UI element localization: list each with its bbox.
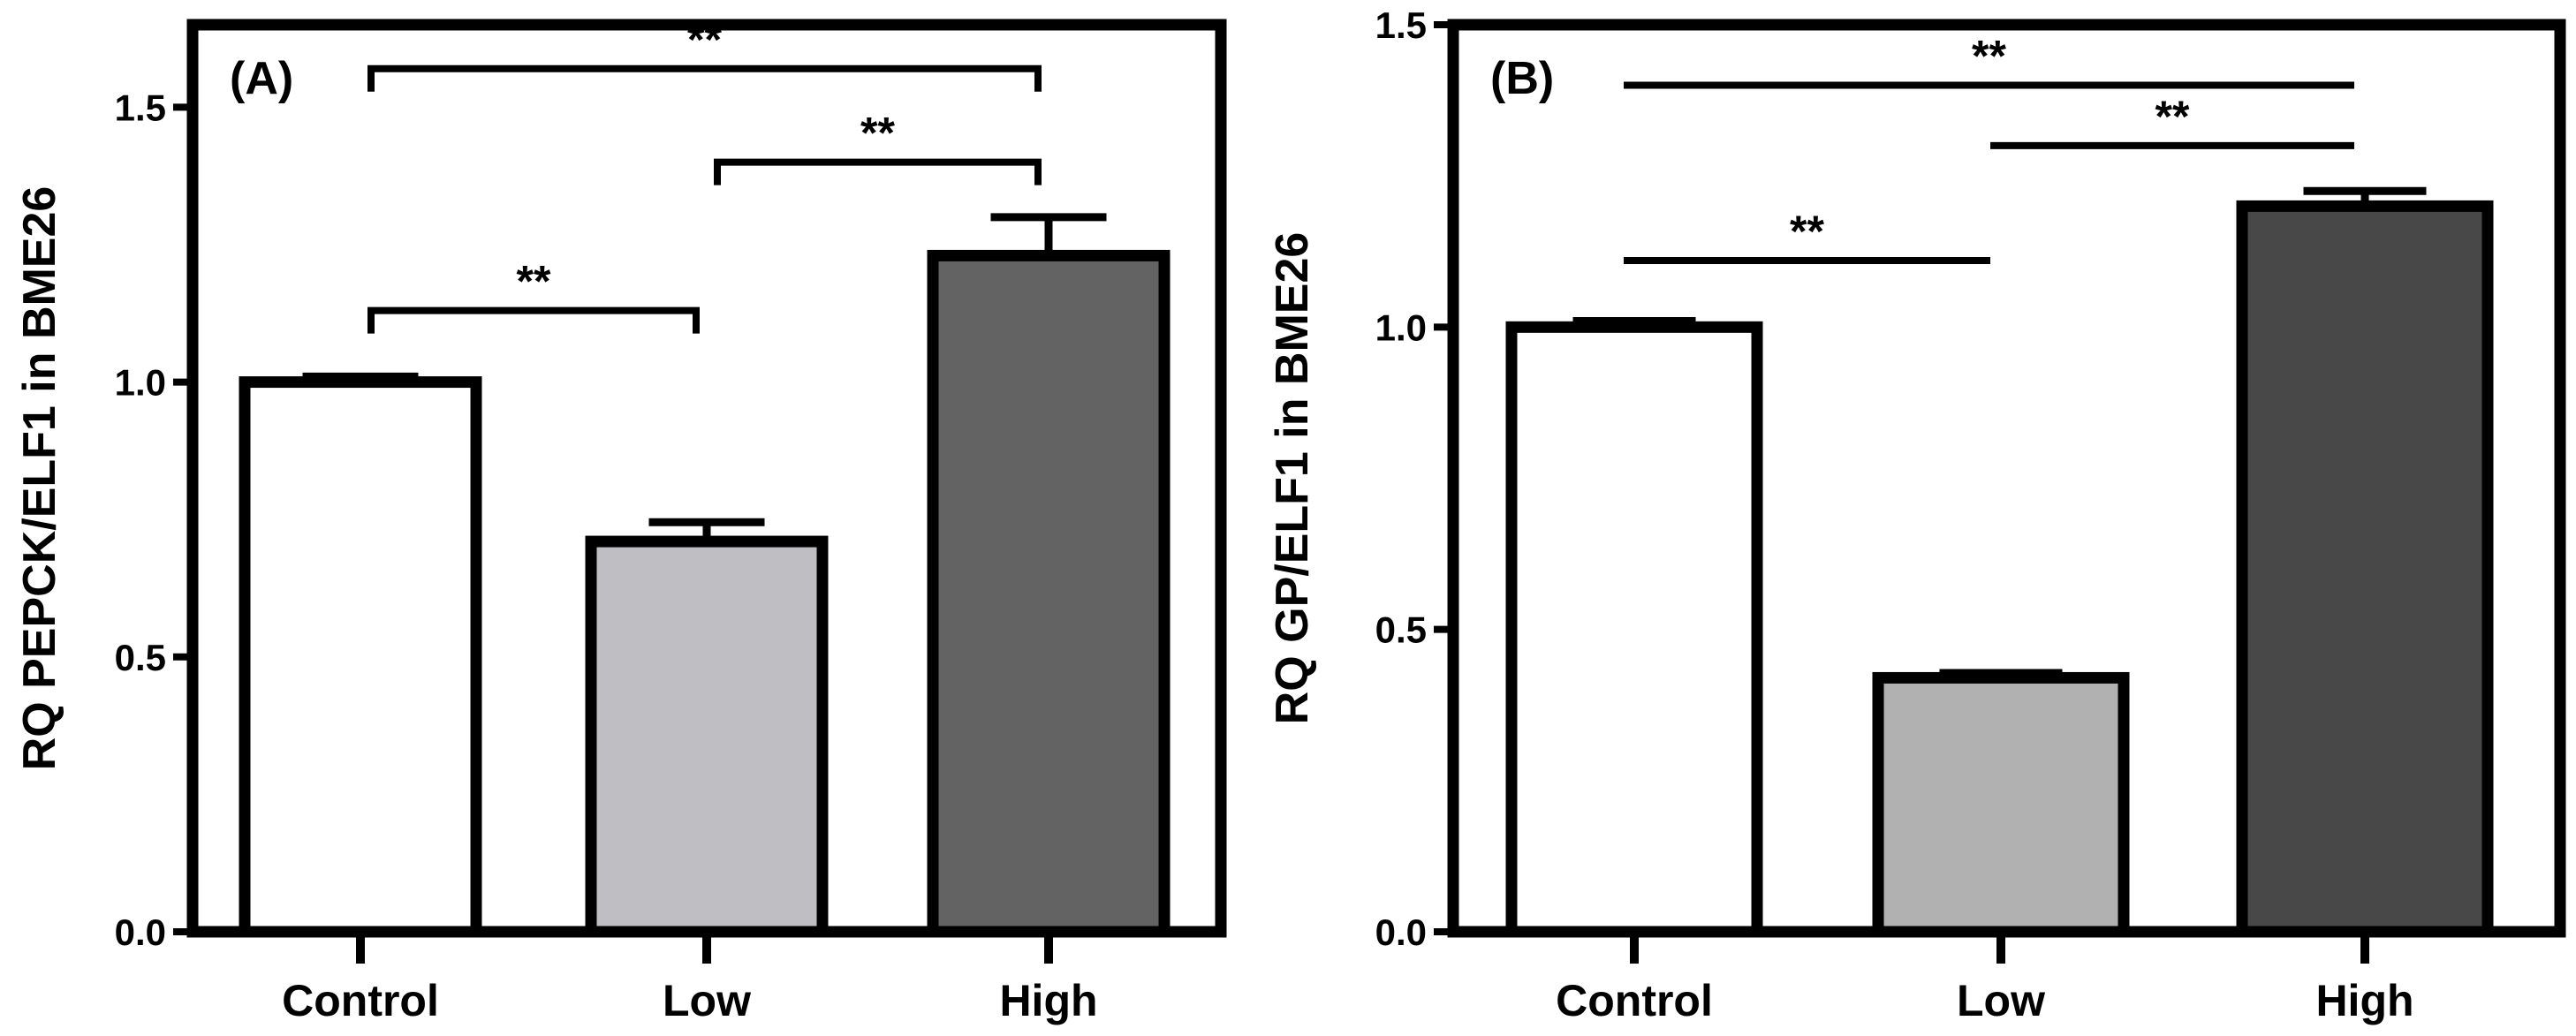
significance-bracket-1 xyxy=(367,306,700,334)
bar-high xyxy=(927,249,1171,938)
y-tick-label-1: 0.5 xyxy=(115,637,166,678)
panel-label: (A) xyxy=(230,53,293,104)
y-tick-label-3: 1.5 xyxy=(1375,4,1427,46)
significance-bracket-3 xyxy=(367,64,1042,92)
y-tick-label-2: 1.0 xyxy=(1375,306,1427,348)
bar-high xyxy=(2236,200,2494,938)
chart-panel-b: ** ** ** 0.0 0.5 1.0 1.5 Control Low High RQ GP/EL… xyxy=(1267,4,2566,1025)
panel-label: (B) xyxy=(1490,53,1554,104)
x-tick-label-control: Control xyxy=(282,976,439,1025)
y-tick-label-3: 1.5 xyxy=(115,87,166,128)
x-tick-label-control: Control xyxy=(1556,976,1713,1025)
significance-label-1: ** xyxy=(517,257,551,306)
y-axis-title: RQ PEPCK/ELF1 in BME26 xyxy=(14,186,65,771)
x-tick-label-high: High xyxy=(999,976,1097,1025)
x-tick-label-high: High xyxy=(2315,976,2413,1025)
significance-bracket-2 xyxy=(714,158,1042,185)
significance-label-2: ** xyxy=(860,109,895,158)
y-tick-label-0: 0.0 xyxy=(115,911,166,953)
x-tick-label-low: Low xyxy=(1957,976,2045,1025)
significance-label-3: ** xyxy=(1972,31,2006,80)
y-tick-label-0: 0.0 xyxy=(1375,911,1427,953)
bar-control xyxy=(1505,321,1763,938)
bar-low xyxy=(585,535,829,938)
y-tick-label-1: 0.5 xyxy=(1375,609,1427,651)
y-tick-label-2: 1.0 xyxy=(115,362,166,404)
bar-low xyxy=(1872,671,2130,938)
plot-frame xyxy=(1447,19,2566,938)
significance-label-1: ** xyxy=(1790,207,1824,256)
significance-label-2: ** xyxy=(2156,92,2190,141)
bar-control xyxy=(239,376,482,938)
y-axis-title: RQ GP/ELF1 in BME26 xyxy=(1267,232,1318,725)
x-tick-label-low: Low xyxy=(663,976,751,1025)
